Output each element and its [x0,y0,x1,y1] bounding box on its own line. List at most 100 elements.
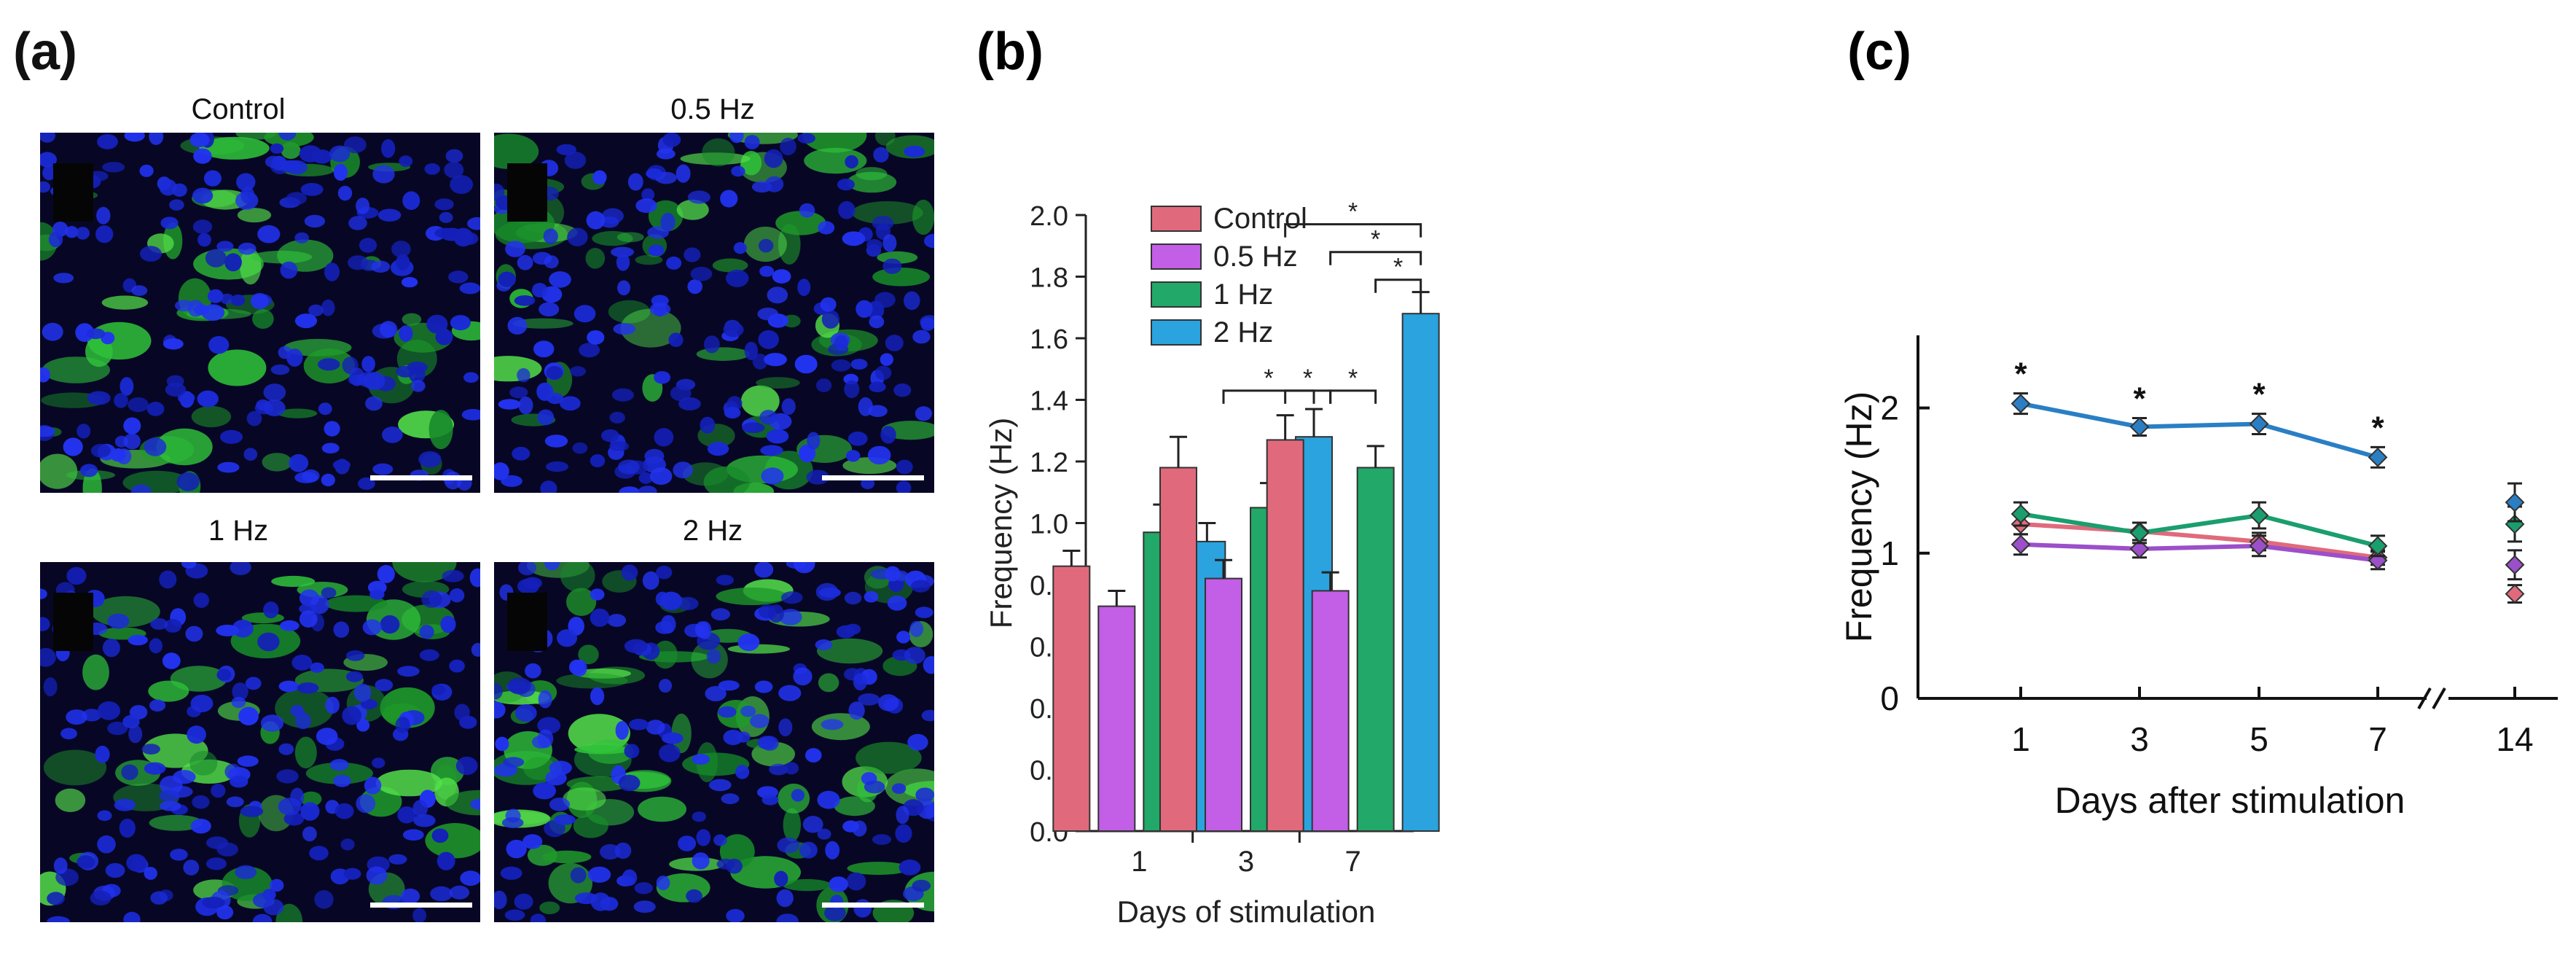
nucleus-stain [750,714,770,728]
nucleus-stain [459,282,480,295]
nucleus-stain [590,588,605,601]
nucleus-stain [726,269,749,287]
nucleus-stain [778,685,802,701]
nucleus-stain [731,165,745,177]
nucleus-stain [114,798,136,811]
nucleus-stain [727,396,743,411]
y-tick-label: 1.2 [1030,448,1068,478]
nucleus-stain [696,829,711,846]
nucleus-stain [102,162,125,173]
nucleus-stain [858,397,873,416]
nucleus-stain [122,714,140,729]
micrograph-1hz [40,562,480,922]
nucleus-stain [624,639,648,653]
nucleus-stain [912,330,931,344]
nucleus-stain [402,191,420,210]
nucleus-stain [842,231,866,246]
nucleus-stain [278,798,302,816]
nucleus-stain [556,144,576,155]
nucleus-stain [662,133,681,147]
nucleus-stain [309,846,329,861]
nucleus-stain [607,614,627,627]
nucleus-stain [501,817,524,829]
nucleus-stain [187,725,206,744]
nucleus-stain [718,706,737,718]
nucleus-stain [525,663,541,679]
nucleus-stain [426,314,448,334]
cytoplasm-stain [375,769,442,797]
nucleus-stain [538,690,552,709]
cytoplasm-stain [325,595,388,612]
nucleus-stain [90,890,111,905]
nucleus-stain [500,866,522,880]
nucleus-stain [246,410,262,426]
nucleus-stain [299,589,319,607]
nucleus-stain [364,776,382,795]
nucleus-stain [300,802,320,821]
nucleus-stain [611,246,634,257]
nucleus-stain [716,858,735,870]
cytoplasm-stain [300,791,322,807]
nucleus-stain [660,212,676,232]
nucleus-stain [333,774,351,787]
legend-swatch [1151,281,1202,308]
nucleus-stain [297,682,319,694]
nucleus-stain [169,199,184,211]
nucleus-stain [909,620,923,637]
nucleus-stain [283,811,305,826]
nucleus-stain [300,183,324,196]
nucleus-stain [546,366,563,380]
cytoplasm-stain [856,741,922,774]
nucleus-stain [377,208,402,222]
nucleus-stain [114,393,128,408]
nucleus-stain [752,354,768,370]
nucleus-stain [333,621,350,638]
nucleus-stain [627,173,643,191]
nucleus-stain [97,701,120,720]
nucleus-stain [904,647,925,664]
significance-bracket [1284,223,1422,238]
nucleus-stain [332,459,351,470]
nucleus-stain [726,908,745,922]
nucleus-stain [119,819,136,838]
cytoplasm-stain [778,224,801,265]
nucleus-stain [165,382,187,397]
nucleus-stain [774,870,788,887]
nucleus-stain [190,819,211,834]
nucleus-stain [463,372,479,383]
nucleus-stain [164,619,182,633]
nucleus-stain [230,775,248,788]
nucleus-stain [372,757,385,768]
y-tick-label: 1.0 [1030,510,1068,540]
cytoplasm-stain [817,638,883,664]
nucleus-stain [399,325,413,342]
nucleus-stain [40,617,50,631]
dark-patch [53,163,93,222]
nucleus-stain [737,634,760,651]
nucleus-stain [793,667,813,686]
nucleus-stain [864,780,885,794]
nucleus-stain [817,828,831,840]
nucleus-stain [231,295,246,306]
scale-bar [822,903,924,908]
nucleus-stain [278,743,294,755]
nucleus-stain [776,913,799,922]
nucleus-stain [123,911,141,922]
nucleus-stain [781,398,796,416]
nucleus-stain [708,779,732,792]
nucleus-stain [737,731,751,743]
nucleus-stain [872,834,892,845]
nucleus-stain [805,748,822,763]
nucleus-stain [144,437,167,456]
nucleus-stain [705,686,727,701]
nucleus-stain [648,244,665,257]
nucleus-stain [587,330,605,345]
nucleus-stain [95,745,110,763]
cytoplasm-stain [189,751,218,776]
nucleus-stain [846,450,861,462]
bar-control [1159,467,1197,832]
scale-bar [370,903,472,908]
nucleus-stain [869,315,885,329]
nucleus-stain [185,625,203,642]
cytoplasm-stain [237,208,272,223]
